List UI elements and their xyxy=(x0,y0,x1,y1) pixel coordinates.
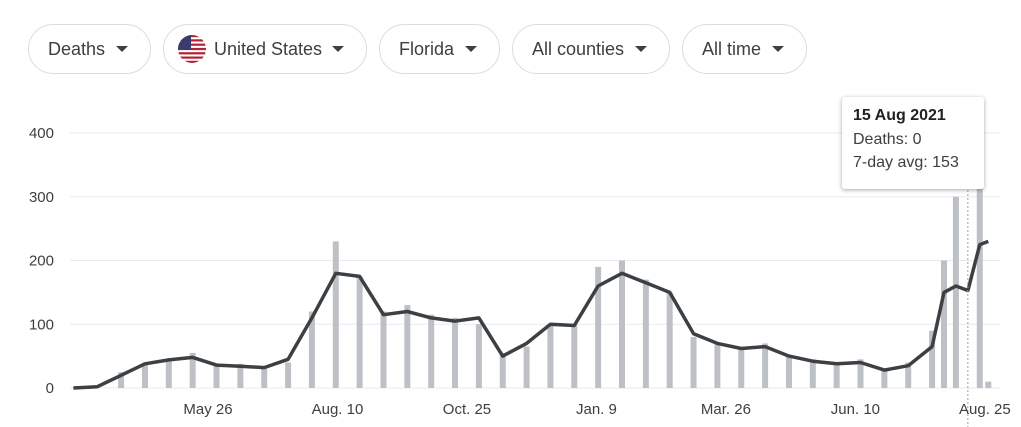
bar xyxy=(428,314,435,388)
state-dropdown[interactable]: Florida xyxy=(379,24,500,74)
bar xyxy=(213,365,220,388)
chevron-down-icon xyxy=(635,46,647,52)
avg-line xyxy=(73,239,989,390)
time-range-dropdown-label: All time xyxy=(702,39,762,59)
country-dropdown[interactable]: United States xyxy=(163,24,367,74)
bar xyxy=(189,352,196,388)
bar xyxy=(881,368,888,388)
y-tick-label: 100 xyxy=(29,316,54,333)
bar xyxy=(356,276,363,388)
bar xyxy=(141,362,148,388)
chevron-down-icon xyxy=(772,46,784,52)
tooltip-avg: 7-day avg: 153 xyxy=(853,154,959,171)
y-tick-label: 200 xyxy=(29,253,54,270)
x-tick-label: Jan. 9 xyxy=(576,401,617,418)
metric-dropdown[interactable]: Deaths xyxy=(28,24,151,74)
bar xyxy=(738,349,745,388)
bar xyxy=(404,305,411,388)
chart-tooltip: 15 Aug 2021 Deaths: 0 7-day avg: 153 xyxy=(842,97,984,189)
bar xyxy=(165,359,172,388)
bar xyxy=(690,337,697,388)
county-dropdown-label: All counties xyxy=(532,39,625,59)
country-dropdown-label: United States xyxy=(214,39,323,59)
bar xyxy=(118,372,125,388)
chevron-down-icon xyxy=(332,46,344,52)
bar xyxy=(941,260,947,388)
x-tick-label: Oct. 25 xyxy=(443,401,491,418)
metric-dropdown-label: Deaths xyxy=(48,39,106,59)
bar xyxy=(571,324,578,388)
y-tick-label: 0 xyxy=(46,380,54,397)
x-tick-label: Aug. 10 xyxy=(312,401,364,418)
state-dropdown-label: Florida xyxy=(399,39,455,59)
bar xyxy=(929,330,936,388)
us-flag-icon xyxy=(178,35,206,63)
y-tick-label: 300 xyxy=(29,189,54,206)
bar xyxy=(380,311,387,388)
bar xyxy=(714,343,721,388)
filter-bar: Deaths United States Florida All countie… xyxy=(0,0,1021,90)
time-range-dropdown[interactable]: All time xyxy=(682,24,807,74)
bar xyxy=(762,343,769,388)
county-dropdown[interactable]: All counties xyxy=(512,24,670,74)
bar xyxy=(547,324,554,388)
y-tick-label: 400 xyxy=(29,125,54,142)
x-tick-label: May 26 xyxy=(183,401,232,418)
x-tick-label: Aug. 25 xyxy=(959,401,1011,418)
bar xyxy=(985,381,992,388)
bar xyxy=(475,324,482,388)
bar xyxy=(619,260,625,388)
bar xyxy=(237,363,244,388)
bar xyxy=(332,241,339,388)
chevron-down-icon xyxy=(116,46,128,52)
bar xyxy=(285,362,292,388)
bar xyxy=(595,266,602,388)
bar xyxy=(499,352,506,388)
bar xyxy=(785,356,792,388)
bar xyxy=(857,359,864,388)
bar xyxy=(905,362,912,388)
bar xyxy=(809,359,816,388)
bar xyxy=(666,292,673,388)
bar xyxy=(308,311,315,388)
bar xyxy=(261,368,268,388)
bar xyxy=(452,317,459,388)
bar xyxy=(523,346,530,388)
tooltip-date: 15 Aug 2021 xyxy=(853,107,946,124)
bar xyxy=(952,196,959,388)
x-tick-label: Jun. 10 xyxy=(831,401,880,418)
bar xyxy=(833,362,840,388)
bar xyxy=(976,184,983,388)
x-tick-label: Mar. 26 xyxy=(701,401,751,418)
bar xyxy=(642,279,649,388)
chevron-down-icon xyxy=(465,46,477,52)
tooltip-deaths: Deaths: 0 xyxy=(853,131,922,148)
